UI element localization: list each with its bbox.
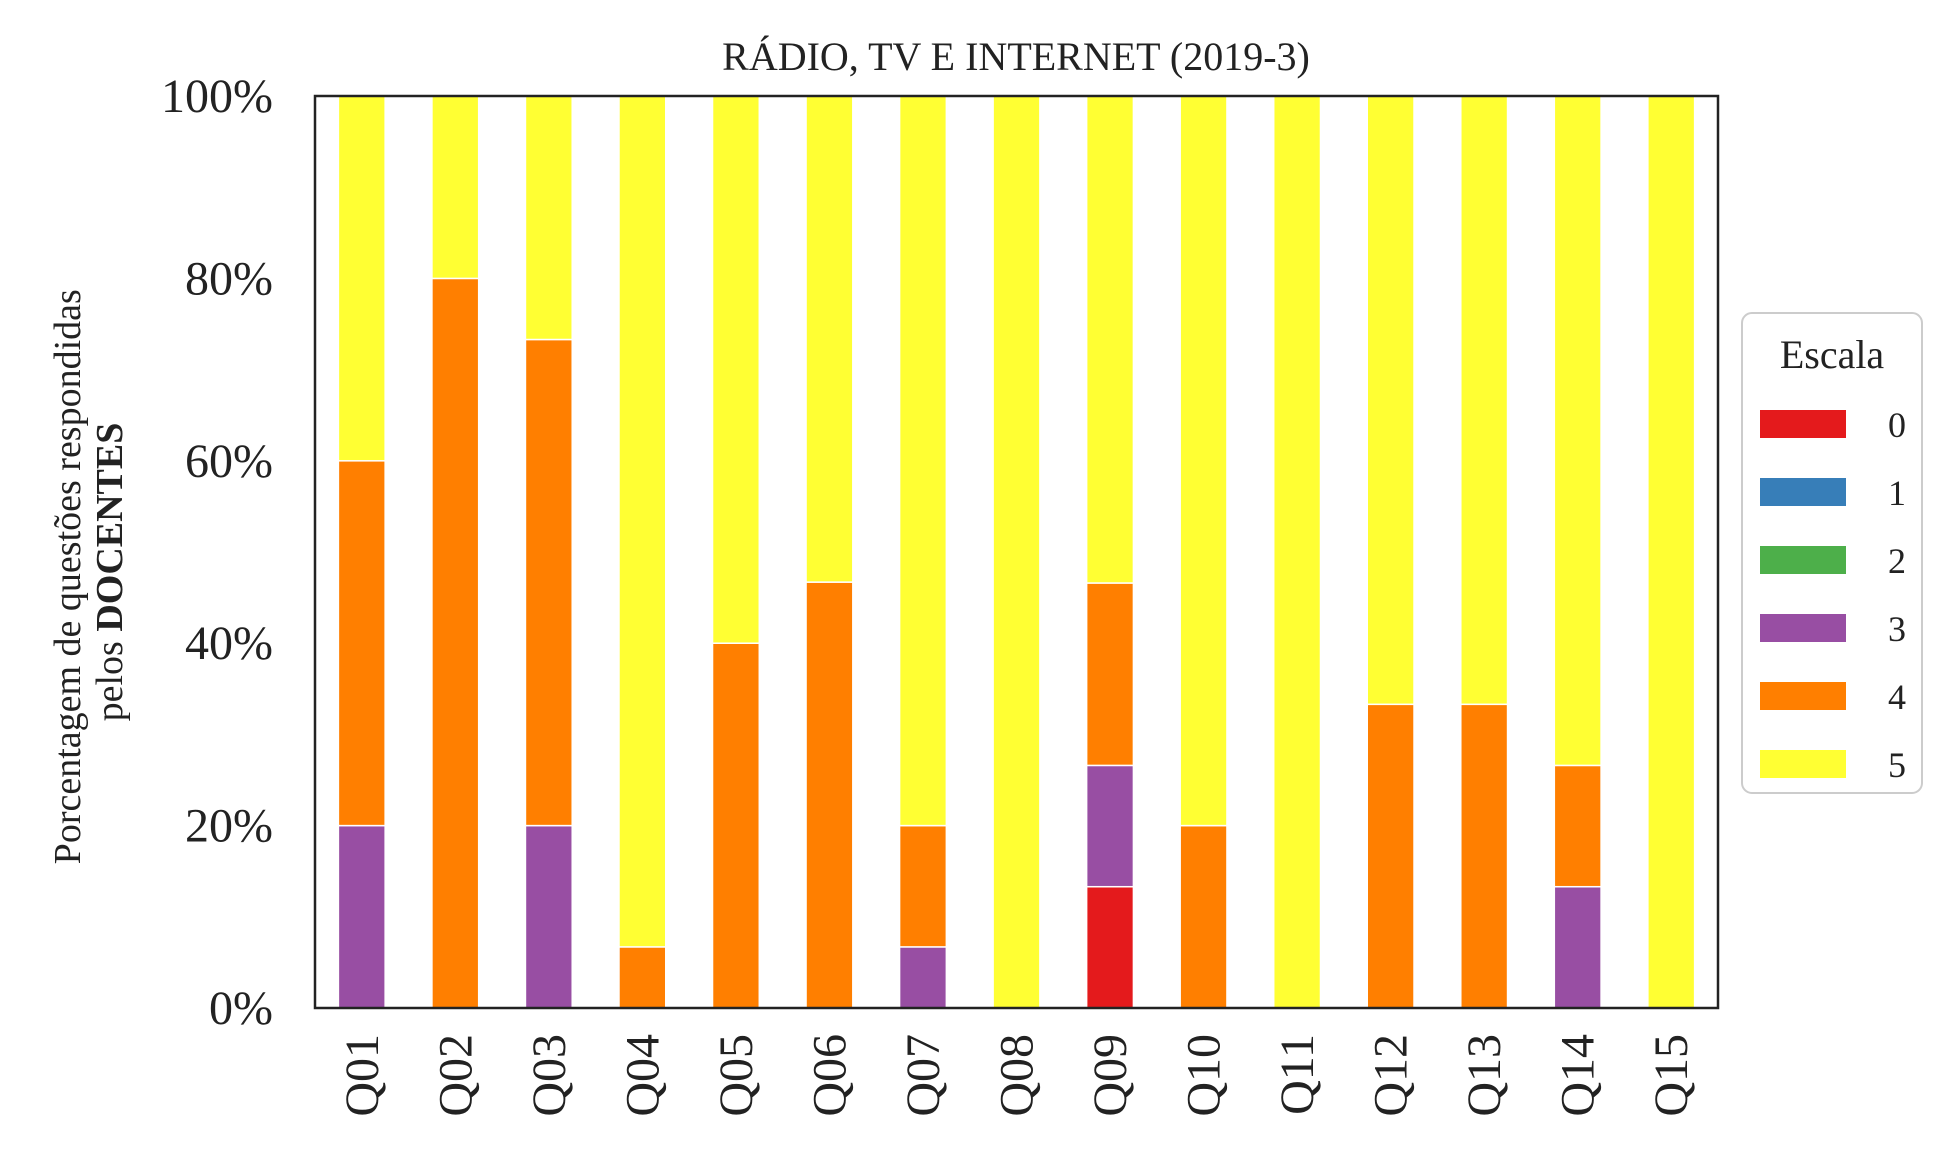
x-axis-ticks: Q01 Q02 Q03 Q04 Q05 Q06 Q07 Q08 Q09 Q10 Q11 Q12 Q13 Q… xyxy=(336,1034,1698,1117)
legend-label-2: 2 xyxy=(1888,541,1906,581)
bar-Q08-escala-5 xyxy=(992,95,1041,1009)
plot-frame xyxy=(313,94,1720,1010)
legend-swatch-0 xyxy=(1760,410,1846,438)
x-tick-label: Q03 xyxy=(523,1034,576,1117)
bar-Q11-escala-5 xyxy=(1272,95,1322,1009)
legend-label-3: 3 xyxy=(1888,609,1906,649)
legend-swatch-5 xyxy=(1760,750,1846,778)
x-tick-label: Q10 xyxy=(1178,1034,1231,1117)
x-tick-label: Q11 xyxy=(1271,1034,1324,1115)
bar-Q01-escala-3 xyxy=(337,824,386,1009)
bar-Q03-escala-3 xyxy=(524,824,573,1009)
legend-label-4: 4 xyxy=(1888,677,1906,717)
bar-Q12-escala-4 xyxy=(1366,703,1415,1009)
x-tick-label: Q01 xyxy=(336,1034,389,1117)
y-axis-label-line2-prefix: pelos xyxy=(89,632,131,722)
bar-Q09-escala-5 xyxy=(1085,95,1135,584)
x-tick-label: Q02 xyxy=(429,1034,482,1117)
x-tick-label: Q09 xyxy=(1084,1034,1137,1117)
legend-items: 0 1 2 3 4 5 xyxy=(1760,405,1906,785)
bar-Q09-escala-3 xyxy=(1085,764,1135,888)
legend-swatch-1 xyxy=(1760,478,1846,506)
bar-Q04-escala-4 xyxy=(618,946,667,1009)
y-tick-label: 40% xyxy=(185,617,273,670)
plot-area xyxy=(337,95,1696,1009)
bar-Q14-escala-3 xyxy=(1553,885,1602,1009)
x-tick-label: Q12 xyxy=(1365,1034,1418,1117)
bar-Q07-escala-5 xyxy=(898,95,948,827)
bar-Q06-escala-5 xyxy=(805,95,854,583)
legend-swatch-3 xyxy=(1760,614,1846,642)
bar-Q01-escala-4 xyxy=(337,460,386,827)
bar-Q02-escala-4 xyxy=(431,277,480,1009)
legend-title: Escala xyxy=(1780,332,1885,377)
bar-Q12-escala-5 xyxy=(1366,95,1415,706)
legend-label-5: 5 xyxy=(1888,745,1906,785)
bar-Q15-escala-5 xyxy=(1647,95,1696,1009)
bar-Q04-escala-5 xyxy=(618,95,667,948)
bar-Q13-escala-4 xyxy=(1460,703,1509,1009)
legend-swatch-2 xyxy=(1760,546,1846,574)
x-tick-label: Q15 xyxy=(1645,1034,1698,1117)
x-tick-label: Q14 xyxy=(1552,1034,1605,1117)
y-axis-ticks: 0% 20% 40% 60% 80% 100% xyxy=(161,70,273,1035)
bar-Q07-escala-4 xyxy=(898,824,948,948)
bar-Q13-escala-5 xyxy=(1460,95,1509,706)
x-tick-label: Q13 xyxy=(1458,1034,1511,1117)
bar-Q14-escala-5 xyxy=(1553,95,1602,767)
bar-Q03-escala-5 xyxy=(524,95,573,341)
bar-Q05-escala-5 xyxy=(711,95,761,644)
bar-Q02-escala-5 xyxy=(431,95,480,280)
y-axis-label-line1: Porcentagem de questões respondidas xyxy=(47,289,89,864)
y-tick-label: 20% xyxy=(185,800,273,853)
bar-Q03-escala-4 xyxy=(524,338,573,827)
bar-Q09-escala-4 xyxy=(1085,582,1135,767)
y-tick-label: 60% xyxy=(185,435,273,488)
y-axis-label: Porcentagem de questões respondidas pelo… xyxy=(47,280,131,865)
chart-title: RÁDIO, TV E INTERNET (2019-3) xyxy=(722,34,1310,79)
bar-Q09-escala-0 xyxy=(1085,885,1135,1009)
x-tick-label: Q05 xyxy=(710,1034,763,1117)
bar-Q05-escala-4 xyxy=(711,642,761,1009)
x-tick-label: Q04 xyxy=(616,1034,669,1117)
y-tick-label: 100% xyxy=(161,70,273,123)
legend-label-0: 0 xyxy=(1888,405,1906,445)
bar-Q10-escala-5 xyxy=(1179,95,1228,827)
legend-swatch-4 xyxy=(1760,682,1846,710)
legend: Escala 0 1 2 3 4 5 xyxy=(1741,312,1923,794)
x-tick-label: Q08 xyxy=(991,1034,1044,1117)
y-tick-label: 80% xyxy=(185,252,273,305)
y-axis-label-line2-bold: DOCENTES xyxy=(89,423,131,632)
legend-label-1: 1 xyxy=(1888,473,1906,513)
bar-Q14-escala-4 xyxy=(1553,764,1602,888)
bar-Q06-escala-4 xyxy=(805,581,854,1009)
x-tick-label: Q06 xyxy=(803,1034,856,1117)
x-tick-label: Q07 xyxy=(897,1034,950,1117)
bar-Q07-escala-3 xyxy=(898,946,948,1009)
bar-Q01-escala-5 xyxy=(337,95,386,462)
bar-Q10-escala-4 xyxy=(1179,824,1228,1009)
y-tick-label: 0% xyxy=(209,982,273,1035)
